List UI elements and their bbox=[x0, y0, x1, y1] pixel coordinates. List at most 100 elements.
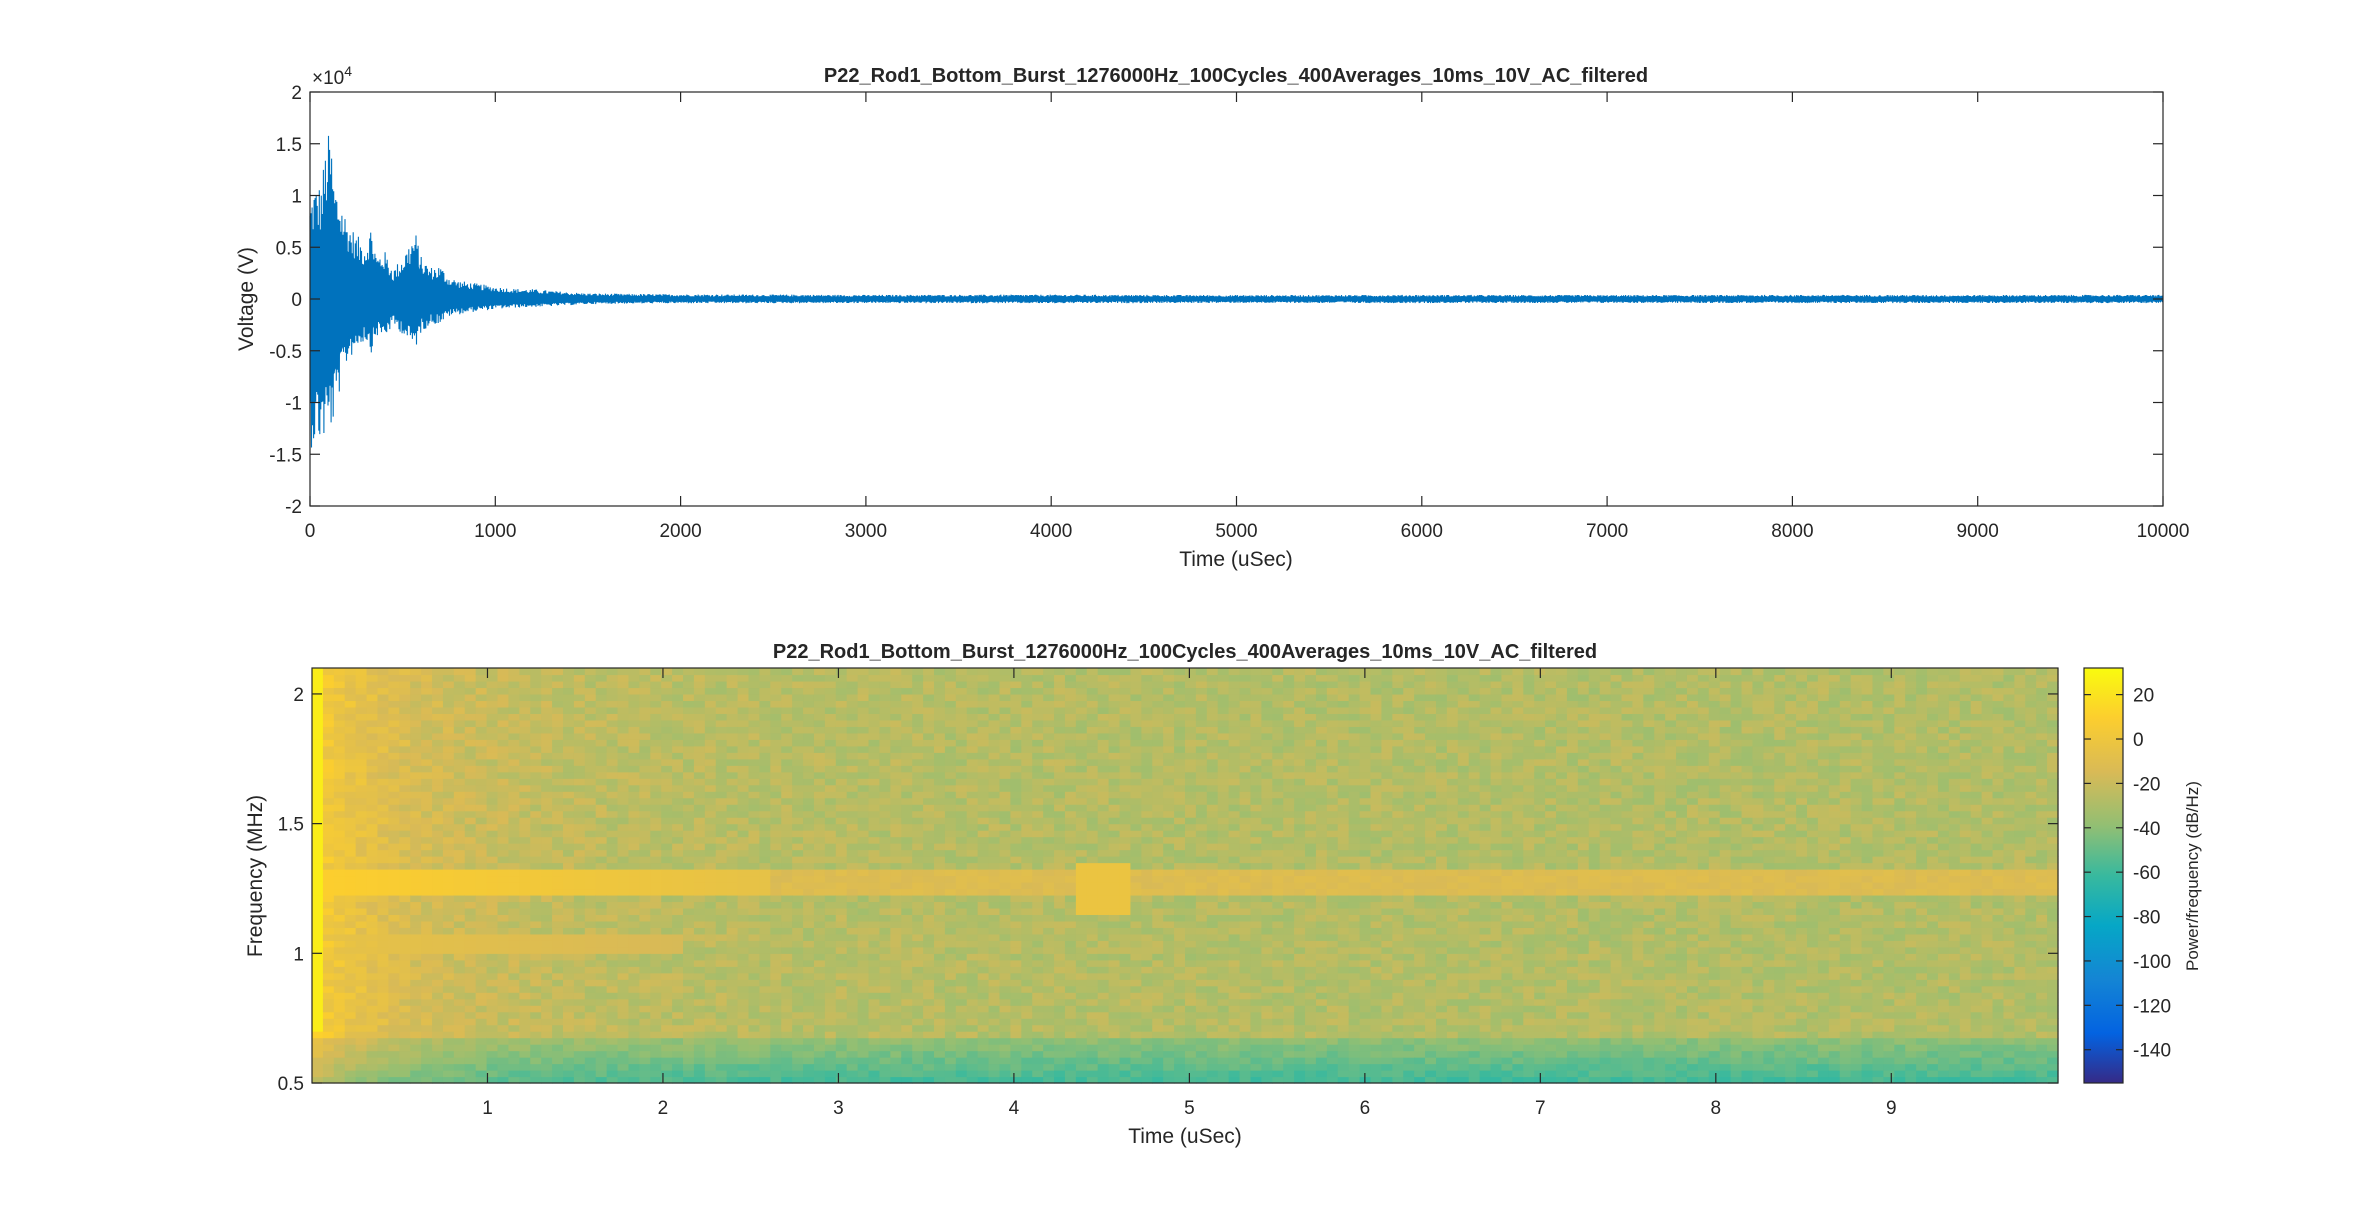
spectrogram-cell bbox=[1076, 1018, 1088, 1025]
spectrogram-cell bbox=[803, 908, 815, 915]
spectrogram-cell bbox=[934, 940, 946, 947]
spectrogram-cell bbox=[1065, 966, 1077, 973]
spectrogram-cell bbox=[803, 830, 815, 837]
spectrogram-cell bbox=[727, 986, 739, 993]
spectrogram-cell bbox=[858, 791, 870, 798]
spectrogram-cell bbox=[1130, 1070, 1142, 1077]
spectrogram-cell bbox=[377, 869, 389, 876]
spectrogram-cell bbox=[1076, 999, 1088, 1006]
spectrogram-cell bbox=[792, 1018, 804, 1025]
spectrogram-cell bbox=[901, 973, 913, 980]
spectrogram-cell bbox=[716, 1025, 728, 1032]
spectrogram-cell bbox=[639, 979, 651, 986]
spectrogram-cell bbox=[912, 694, 924, 701]
spectrogram-cell bbox=[901, 999, 913, 1006]
spectrogram-cell bbox=[705, 1012, 717, 1019]
spectrogram-cell bbox=[759, 1038, 771, 1045]
spectrogram-cell bbox=[574, 1057, 586, 1064]
spectrogram-cell bbox=[323, 843, 335, 850]
spectrogram-cell bbox=[628, 960, 640, 967]
spectrogram-cell bbox=[759, 1005, 771, 1012]
spectrogram-cell bbox=[956, 1005, 968, 1012]
spectrogram-cell bbox=[858, 1025, 870, 1032]
spectrogram-cell bbox=[345, 772, 357, 779]
spectrogram-cell bbox=[727, 869, 739, 876]
spectrogram-cell bbox=[759, 1025, 771, 1032]
spectrogram-cell bbox=[967, 798, 979, 805]
spectrogram-cell bbox=[901, 687, 913, 694]
spectrogram-cell bbox=[1109, 992, 1121, 999]
spectrogram-cell bbox=[770, 901, 782, 908]
spectrogram-cell bbox=[683, 895, 695, 902]
spectrogram-cell bbox=[792, 765, 804, 772]
spectrogram-cell bbox=[574, 914, 586, 921]
spectrogram-cell bbox=[1098, 1005, 1110, 1012]
spectrogram-cell bbox=[978, 681, 990, 688]
spectrogram-cell bbox=[552, 713, 564, 720]
spectrogram-cell bbox=[1054, 687, 1066, 694]
spectrogram-cell bbox=[530, 882, 542, 889]
spectrogram-cell bbox=[858, 733, 870, 740]
spectrogram-cell bbox=[1076, 843, 1088, 850]
spectrogram-cell bbox=[312, 973, 324, 980]
spectrogram-cell bbox=[399, 778, 411, 785]
spectrogram-cell bbox=[912, 960, 924, 967]
spectrogram-cell bbox=[749, 927, 761, 934]
spectrogram-cell bbox=[541, 674, 553, 681]
spectrogram-cell bbox=[1098, 869, 1110, 876]
spectrogram-cell bbox=[890, 1025, 902, 1032]
spectrogram-cell bbox=[585, 960, 597, 967]
spectrogram-cell bbox=[1141, 778, 1153, 785]
spectrogram-cell bbox=[1109, 1064, 1121, 1071]
spectrogram-cell bbox=[978, 1038, 990, 1045]
spectrogram-cell bbox=[1021, 888, 1033, 895]
spectrogram-cell bbox=[476, 1064, 488, 1071]
spectrogram-cell bbox=[770, 668, 782, 675]
spectrogram-cell bbox=[1141, 713, 1153, 720]
spectrogram-cell bbox=[650, 973, 662, 980]
spectrogram-cell bbox=[323, 804, 335, 811]
spectrogram-cell bbox=[388, 772, 400, 779]
spectrogram-cell bbox=[967, 843, 979, 850]
spectrogram-cell bbox=[727, 746, 739, 753]
spectrogram-cell bbox=[334, 830, 346, 837]
spectrogram-cell bbox=[399, 733, 411, 740]
spectrogram-cell bbox=[454, 992, 466, 999]
spectrogram-cell bbox=[836, 966, 848, 973]
spectrogram-cell bbox=[770, 726, 782, 733]
spectrogram-cell bbox=[999, 707, 1011, 714]
spectrogram-cell bbox=[1043, 687, 1055, 694]
spectrogram-cell bbox=[388, 953, 400, 960]
spectrogram-cell bbox=[1021, 759, 1033, 766]
spectrogram-cell bbox=[1076, 979, 1088, 986]
spectrogram-cell bbox=[1043, 1012, 1055, 1019]
spectrogram-cell bbox=[399, 707, 411, 714]
spectrogram-cell bbox=[639, 966, 651, 973]
spectrogram-cell bbox=[367, 876, 379, 883]
spectrogram-cell bbox=[552, 720, 564, 727]
spectrogram-cell bbox=[727, 694, 739, 701]
spectrogram-cell bbox=[585, 791, 597, 798]
spectrogram-cell bbox=[847, 888, 859, 895]
spectrogram-cell bbox=[1141, 934, 1153, 941]
spectrogram-cell bbox=[356, 940, 368, 947]
spectrogram-cell bbox=[487, 746, 499, 753]
spectrogram-cell bbox=[1076, 850, 1088, 857]
spectrogram-cell bbox=[454, 901, 466, 908]
spectrogram-cell bbox=[890, 895, 902, 902]
spectrogram-cell bbox=[1141, 837, 1153, 844]
spectrogram-cell bbox=[814, 921, 826, 928]
spectrogram-cell bbox=[1054, 746, 1066, 753]
spectrogram-cell bbox=[541, 895, 553, 902]
spectrogram-cell bbox=[967, 694, 979, 701]
spectrogram-cell bbox=[1032, 882, 1044, 889]
spectrogram-cell bbox=[476, 752, 488, 759]
spectrogram-cell bbox=[410, 992, 422, 999]
spectrogram-cell bbox=[879, 668, 891, 675]
spectrogram-cell bbox=[312, 863, 324, 870]
spectrogram-cell bbox=[530, 1051, 542, 1058]
spectrogram-cell bbox=[541, 791, 553, 798]
spectrogram-cell bbox=[639, 876, 651, 883]
spectrogram-cell bbox=[377, 830, 389, 837]
spectrogram-cell bbox=[345, 1038, 357, 1045]
